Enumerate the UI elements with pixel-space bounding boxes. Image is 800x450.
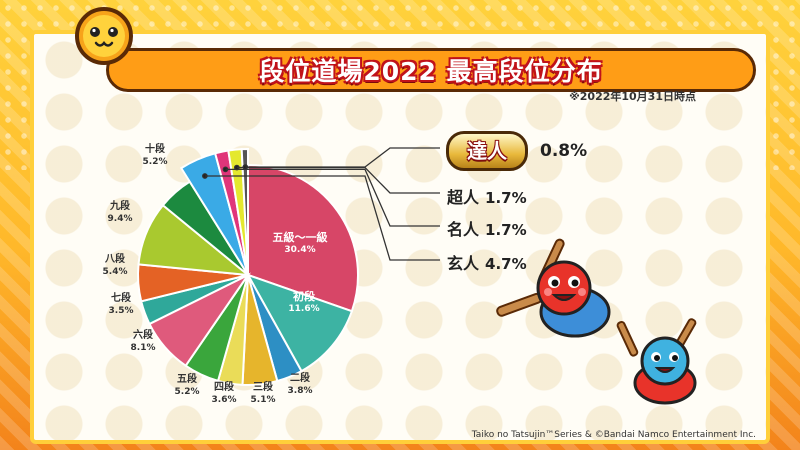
callout-kurohito-value: 4.7% <box>485 255 527 273</box>
slice-label-10: 十段 5.2% <box>125 144 185 168</box>
callout-tatsujin: 達人 0.8% <box>446 131 587 171</box>
slice-label-0: 五級〜一級 30.4% <box>270 231 330 256</box>
callout-chojin: 超人 1.7% <box>447 184 527 208</box>
tatsujin-badge: 達人 <box>446 131 528 171</box>
pie-slice-14 <box>240 147 249 276</box>
callout-kurohito-name: 玄人 <box>447 254 480 273</box>
leader-line-14 <box>245 147 440 168</box>
slice-label-5: 五段 5.2% <box>157 374 217 398</box>
slice-label-value: 3.6% <box>211 394 237 405</box>
slice-label-8: 八段 5.4% <box>85 254 145 278</box>
don-drum-mascot <box>496 238 611 338</box>
don-face-icon <box>75 7 133 65</box>
leader-line-11 <box>204 175 440 261</box>
slice-label-name: 五段 <box>177 374 197 385</box>
copyright: Taiko no Tatsujin™Series & ©Bandai Namco… <box>471 430 756 440</box>
slice-label-value: 5.2% <box>142 156 168 167</box>
slice-label-name: 十段 <box>145 144 165 155</box>
slice-label-name: 七段 <box>111 293 131 304</box>
slice-label-6: 六段 8.1% <box>113 330 173 354</box>
slice-label-value: 11.6% <box>288 303 320 314</box>
slice-label-name: 五級〜一級 <box>272 231 328 244</box>
slice-label-name: 六段 <box>133 330 153 341</box>
slice-label-value: 5.4% <box>102 266 128 277</box>
slice-label-2: 二段 3.8% <box>270 373 330 397</box>
slice-label-value: 3.8% <box>287 385 313 396</box>
callout-kurohito: 玄人 4.7% <box>447 250 527 274</box>
slice-label-value: 8.1% <box>130 342 156 353</box>
leader-line-12 <box>225 168 440 227</box>
slice-label-4: 四段 3.6% <box>194 382 254 406</box>
page-title: 段位道場2022 最高段位分布 <box>259 57 603 86</box>
slice-label-name: 四段 <box>214 382 234 393</box>
pie-slice-1 <box>245 273 354 373</box>
slice-label-1: 初段 11.6% <box>274 290 334 315</box>
callout-tatsujin-value: 0.8% <box>540 141 588 161</box>
callout-chojin-name: 超人 <box>447 188 480 207</box>
slice-label-value: 9.4% <box>107 213 133 224</box>
slice-label-7: 七段 3.5% <box>91 293 151 317</box>
slice-label-3: 三段 5.1% <box>233 382 293 406</box>
slice-label-value: 3.5% <box>108 305 134 316</box>
slice-label-value: 30.4% <box>284 244 316 255</box>
date-note: ※2022年10月31日時点 <box>569 90 696 103</box>
slice-label-name: 二段 <box>290 373 310 384</box>
slice-label-name: 初段 <box>293 290 315 303</box>
title-bar: 段位道場2022 最高段位分布 <box>106 48 756 92</box>
slice-label-value: 5.2% <box>174 386 200 397</box>
slice-label-9: 九段 9.4% <box>90 201 150 225</box>
callout-chojin-value: 1.7% <box>485 189 527 207</box>
slice-label-value: 5.1% <box>250 394 276 405</box>
callout-meijin: 名人 1.7% <box>447 216 527 240</box>
callout-meijin-value: 1.7% <box>485 221 527 239</box>
slice-label-name: 九段 <box>110 201 130 212</box>
slice-label-name: 三段 <box>253 382 273 393</box>
katsu-drum-mascot <box>616 318 697 405</box>
slice-label-name: 八段 <box>105 254 125 265</box>
callout-meijin-name: 名人 <box>447 220 480 239</box>
